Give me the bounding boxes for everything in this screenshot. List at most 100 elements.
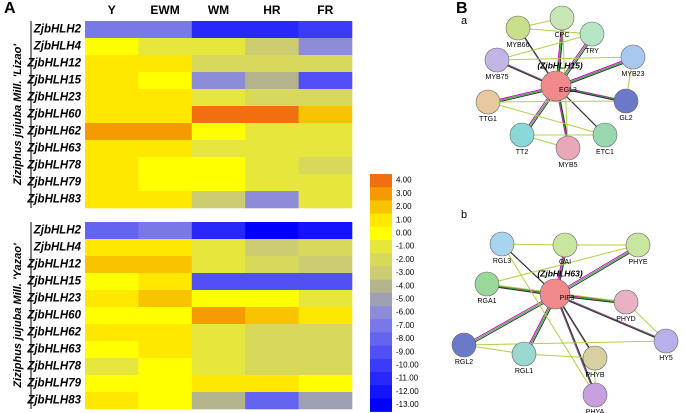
- network-edge: [556, 295, 598, 398]
- colorbar-swatch: [370, 319, 392, 333]
- heatmap-cell: [85, 140, 139, 158]
- heatmap-cell: [138, 123, 193, 141]
- network-node: [474, 271, 500, 297]
- row-label: ZjbHLH60: [26, 109, 81, 121]
- colorbar-swatch: [370, 187, 392, 201]
- row-label: ZjbHLH79: [26, 177, 81, 189]
- heatmap-cell: [191, 123, 246, 141]
- heatmap-cell: [85, 157, 139, 175]
- node-label: PHYE: [628, 259, 647, 266]
- heatmap-cell: [138, 273, 193, 291]
- node-label: RGL2: [455, 359, 473, 366]
- heatmap-cell: [245, 38, 299, 56]
- colorbar-swatch: [370, 372, 392, 386]
- heatmap-cell: [138, 21, 193, 39]
- heatmap-cell: [138, 324, 193, 342]
- network-node: [613, 289, 639, 315]
- network-node: [505, 15, 531, 41]
- network-edge: [463, 293, 556, 346]
- node-label: RGL3: [493, 258, 511, 265]
- heatmap-cell: [245, 290, 299, 308]
- colorbar-swatch: [370, 332, 392, 346]
- heatmap-cell: [191, 21, 246, 39]
- colorbar-label: 3.00: [396, 189, 412, 198]
- network-node: [484, 47, 510, 73]
- heatmap-cell: [298, 273, 353, 291]
- colorbar-label: -6.00: [396, 308, 415, 317]
- heatmap-cell: [191, 38, 246, 56]
- heatmap-cell: [245, 140, 299, 158]
- colorbar-swatch: [370, 200, 392, 214]
- heatmap-cell: [138, 106, 193, 124]
- heatmap-cell: [191, 55, 246, 73]
- heatmap-cell: [85, 72, 139, 90]
- network-node: [555, 135, 581, 161]
- heatmap-cell: [191, 174, 246, 192]
- heatmap-cell: [298, 140, 353, 158]
- heatmap-cell: [85, 191, 139, 209]
- row-label: ZjbHLH15: [26, 75, 81, 87]
- heatmap-cell: [245, 307, 299, 325]
- row-label: ZjbHLH23: [26, 293, 81, 305]
- colorbar-swatch: [370, 213, 392, 228]
- heatmap-cell: [85, 358, 139, 376]
- heatmap-cell: [298, 72, 353, 90]
- network-node: [613, 88, 639, 114]
- network-node: [552, 232, 578, 258]
- heatmap-cell: [138, 290, 193, 308]
- node-label: HY5: [659, 355, 673, 362]
- colorbar-label: -9.00: [396, 347, 415, 356]
- network-edge: [496, 33, 593, 61]
- node-label: RGL1: [515, 368, 533, 375]
- heatmap-cell: [245, 174, 299, 192]
- heatmap-cell: [191, 341, 246, 359]
- heatmap-cell: [85, 21, 139, 39]
- heatmap-cell: [298, 222, 353, 240]
- network-node: [511, 341, 537, 367]
- colorbar-label: -2.00: [396, 255, 415, 264]
- colorbar-swatch: [370, 240, 392, 254]
- row-label: ZjbHLH23: [26, 92, 81, 104]
- column-label: EWM: [150, 3, 179, 17]
- heatmap-cell: [245, 55, 299, 73]
- heatmap-cell: [85, 341, 139, 359]
- heatmap-cell: [298, 89, 353, 107]
- node-label: PHYB: [585, 372, 604, 379]
- row-label: ZjbHLH63: [26, 344, 81, 356]
- heatmap-cell: [85, 174, 139, 192]
- heatmap-cell: [191, 392, 246, 410]
- heatmap-cell: [85, 324, 139, 342]
- colorbar-label: -11.00: [396, 374, 419, 383]
- colorbar-label: 0.00: [396, 229, 412, 238]
- heatmap-cell: [191, 140, 246, 158]
- network-node: [475, 89, 501, 115]
- panel-label: B: [456, 0, 468, 17]
- heatmap-cell: [85, 307, 139, 325]
- heatmap-cell: [191, 273, 246, 291]
- network: RGL3 GAI PHYE RGA1 PIF3 PHYD HY5 RGL2 RGL1 PHYB PH…: [451, 231, 679, 413]
- heatmap-cell: [191, 106, 246, 124]
- heatmap-cell: [245, 72, 299, 90]
- heatmap-cell: [85, 89, 139, 107]
- heatmap-cell: [191, 222, 246, 240]
- row-label: ZjbHLH78: [26, 160, 81, 172]
- colorbar-label: -13.00: [396, 400, 419, 409]
- network-edge: [496, 56, 634, 61]
- colorbar-label: 2.00: [396, 202, 412, 211]
- colorbar-swatch: [370, 266, 392, 280]
- colorbar-swatch: [370, 358, 392, 373]
- row-label: ZjbHLH4: [33, 41, 82, 53]
- node-label: MYB75: [486, 74, 509, 81]
- network-node: [509, 122, 535, 148]
- heatmap-cell: [298, 239, 353, 257]
- colorbar-label: 1.00: [396, 215, 412, 224]
- heatmap-cell: [298, 256, 353, 274]
- row-label: ZjbHLH15: [26, 276, 81, 288]
- heatmap-cell: [191, 307, 246, 325]
- heatmap-cell: [245, 341, 299, 359]
- heatmap-cell: [298, 191, 353, 209]
- heatmap-cell: [85, 392, 139, 410]
- colorbar-label: -1.00: [396, 242, 415, 251]
- network-edge: [487, 100, 627, 103]
- heatmap-cell: [138, 256, 193, 274]
